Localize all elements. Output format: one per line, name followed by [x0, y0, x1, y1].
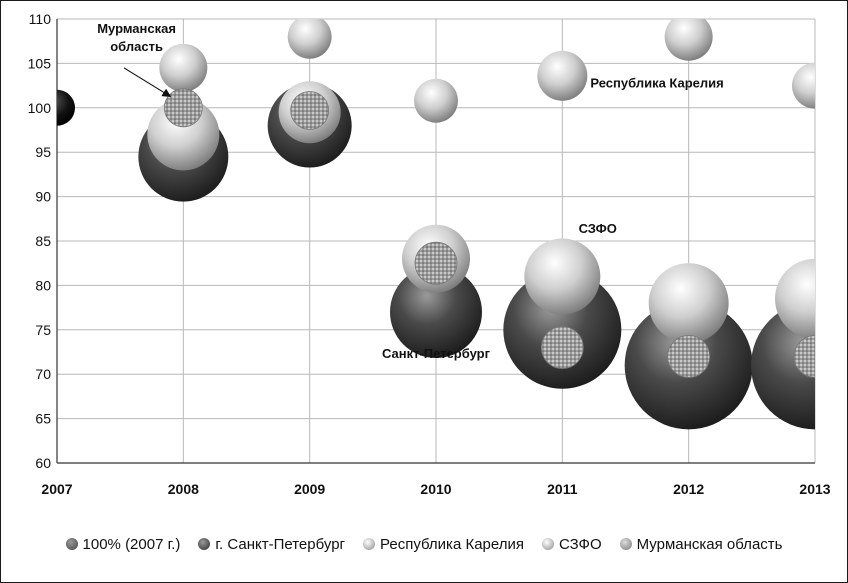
x-tick-label: 2010	[420, 481, 451, 497]
annotation-murmansk-2: область	[110, 39, 163, 54]
legend-label: СЗФО	[558, 535, 602, 553]
legend-item: Мурманская область	[619, 535, 783, 553]
legend-item: 100% (2007 г.)	[65, 535, 181, 553]
bubble	[147, 98, 220, 171]
legend-marker	[619, 538, 632, 550]
x-tick-label: 2012	[673, 481, 704, 497]
bubble	[648, 263, 729, 344]
legend-marker	[363, 538, 376, 550]
y-tick-label: 95	[35, 144, 51, 160]
y-tick-label: 100	[28, 100, 52, 116]
y-tick-label: 105	[28, 55, 52, 71]
bubble	[667, 335, 711, 378]
bubble	[775, 258, 815, 339]
annotation-szfo: СЗФО	[579, 221, 617, 236]
bubble	[57, 89, 75, 126]
bubble	[390, 266, 482, 359]
legend-item: СЗФО	[541, 535, 602, 553]
bubble-layer	[57, 19, 815, 430]
bubble	[664, 19, 713, 61]
bubble	[540, 326, 584, 369]
y-tick-label: 70	[35, 366, 51, 382]
y-tick-label: 85	[35, 233, 51, 249]
legend-label: Мурманская область	[636, 535, 783, 553]
legend-marker	[65, 538, 78, 550]
x-tick-label: 2008	[168, 481, 199, 497]
bubble	[414, 241, 458, 285]
x-tick-label: 2009	[294, 481, 325, 497]
legend-label: Республика Карелия	[380, 535, 524, 553]
legend-marker	[541, 538, 554, 550]
annotation-spb: Санкт-Петербург	[382, 346, 491, 361]
bubble	[159, 43, 208, 92]
bubble	[792, 62, 815, 109]
bubble	[414, 78, 458, 123]
bubble	[287, 19, 332, 59]
y-tick-label: 80	[35, 277, 51, 293]
legend-label: 100% (2007 г.)	[82, 535, 181, 553]
legend-label: г. Санкт-Петербург	[215, 535, 346, 553]
bubble	[537, 50, 588, 101]
annotation-karelia: Республика Карелия	[590, 75, 723, 90]
y-tick-label: 90	[35, 189, 51, 205]
legend-marker	[198, 538, 211, 550]
x-tick-label: 2011	[547, 481, 578, 497]
legend-item: г. Санкт-Петербург	[198, 536, 345, 553]
bubble	[524, 238, 601, 315]
y-tick-label: 60	[35, 455, 51, 471]
legend: 100% (2007 г.) г. Санкт-Петербург Республи…	[0, 531, 848, 557]
x-tick-label: 2007	[41, 481, 72, 497]
annotation-murmansk-1: Мурманская	[97, 21, 176, 36]
bubble	[793, 335, 815, 378]
legend-item: Республика Карелия	[363, 536, 524, 553]
annotation-arrow	[123, 67, 172, 97]
y-tick-label: 75	[35, 322, 51, 338]
y-tick-label: 110	[29, 11, 52, 27]
x-tick-label: 2013	[799, 481, 830, 497]
bubble	[290, 91, 330, 130]
y-tick-label: 65	[35, 411, 51, 427]
bubble	[163, 88, 203, 128]
